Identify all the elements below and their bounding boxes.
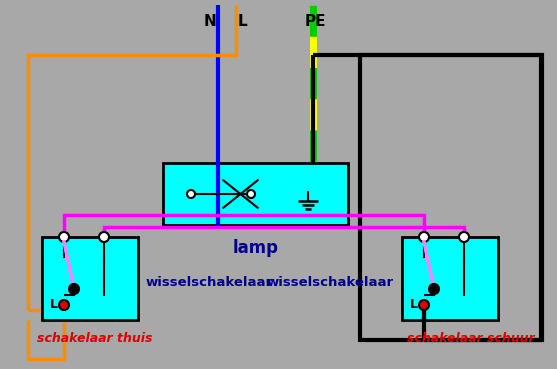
- Circle shape: [187, 190, 195, 198]
- Bar: [42, 237, 138, 320]
- Text: PE: PE: [304, 14, 326, 29]
- Circle shape: [59, 300, 69, 310]
- Circle shape: [419, 300, 429, 310]
- Text: wisselschakelaar: wisselschakelaar: [267, 276, 394, 289]
- Bar: [402, 237, 498, 320]
- Bar: [360, 55, 542, 340]
- Text: schakelaar schuur: schakelaar schuur: [407, 332, 535, 345]
- Circle shape: [247, 190, 255, 198]
- Circle shape: [419, 232, 429, 242]
- Bar: [163, 163, 348, 225]
- Text: L: L: [410, 299, 418, 311]
- Circle shape: [429, 284, 439, 294]
- Text: schakelaar thuis: schakelaar thuis: [37, 332, 153, 345]
- Text: L: L: [50, 299, 58, 311]
- Text: wisselschakelaar: wisselschakelaar: [146, 276, 273, 289]
- Circle shape: [99, 232, 109, 242]
- Circle shape: [459, 232, 469, 242]
- Text: lamp: lamp: [232, 239, 278, 257]
- Text: L: L: [237, 14, 247, 29]
- Circle shape: [59, 232, 69, 242]
- Circle shape: [69, 284, 79, 294]
- Text: N: N: [204, 14, 216, 29]
